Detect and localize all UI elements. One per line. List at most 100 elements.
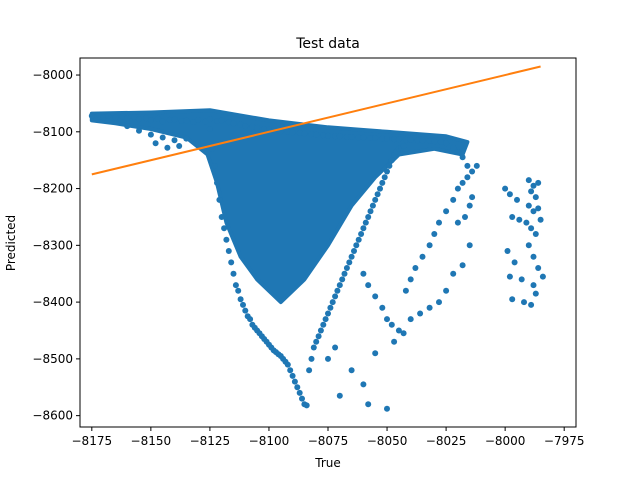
y-tick-label: −8600: [32, 409, 73, 423]
scatter-point: [443, 140, 450, 147]
scatter-point: [466, 202, 473, 209]
y-axis: −8000 −8100 −8200 −8300 −8400 −8500 −8600: [32, 68, 80, 423]
scatter-point: [400, 330, 407, 337]
scatter-point: [232, 282, 239, 289]
scatter-point: [419, 137, 426, 144]
scatter-point: [348, 133, 355, 140]
y-tick-label: −8000: [32, 68, 73, 82]
scatter-point: [473, 162, 480, 169]
scatter-point: [412, 265, 419, 271]
scatter-point: [230, 270, 237, 277]
scatter-point: [525, 177, 532, 184]
scatter-point: [325, 310, 331, 317]
scatter-point: [317, 327, 324, 334]
scatter-point: [431, 138, 438, 145]
scatter-point: [261, 126, 268, 132]
scatter-point: [454, 185, 461, 192]
scatter-point: [395, 327, 402, 334]
scatter-point: [525, 202, 532, 209]
scatter-point: [469, 168, 476, 175]
scatter-dense-region: [89, 108, 470, 305]
x-axis-title: True: [314, 456, 341, 470]
scatter-point: [348, 367, 355, 374]
scatter-point: [237, 296, 244, 303]
scatter-point: [532, 290, 539, 297]
scatter-point: [379, 304, 386, 311]
scatter-point: [206, 116, 213, 123]
scatter-point: [195, 140, 202, 147]
scatter-point: [209, 145, 216, 152]
scatter-point: [459, 179, 466, 186]
scatter-point: [325, 132, 331, 139]
scatter-point: [152, 140, 159, 147]
scatter-point: [176, 143, 183, 149]
x-tick-label: −8100: [249, 434, 290, 448]
scatter-point: [339, 276, 346, 283]
scatter-point: [402, 287, 409, 294]
scatter-point: [391, 338, 398, 345]
scatter-point: [230, 120, 237, 127]
scatter-point: [367, 208, 374, 215]
scatter-point: [372, 135, 379, 141]
scatter-point: [313, 338, 320, 345]
scatter-point: [183, 135, 190, 142]
scatter-point: [377, 185, 383, 192]
scatter-point: [289, 129, 296, 136]
scatter-point: [218, 117, 225, 124]
scatter-point: [362, 219, 369, 226]
scatter-point: [195, 116, 202, 123]
scatter-point: [343, 133, 350, 140]
scatter-point: [223, 236, 230, 243]
scatter-point: [516, 216, 523, 223]
scatter-point: [384, 135, 390, 142]
scatter-point: [190, 119, 197, 126]
scatter-point: [391, 136, 398, 143]
scatter-point: [353, 242, 360, 249]
scatter-point: [365, 282, 372, 289]
scatter-point: [388, 157, 395, 164]
scatter-point: [322, 316, 329, 323]
scatter-point: [320, 132, 327, 139]
scatter-point: [136, 116, 142, 123]
y-tick-label: −8200: [32, 182, 73, 196]
scatter-point: [459, 154, 466, 161]
scatter-point: [119, 113, 126, 120]
scatter-point: [341, 270, 348, 277]
scatter-point: [124, 115, 131, 122]
scatter-point: [431, 231, 438, 237]
scatter-point: [384, 316, 390, 323]
scatter-point: [450, 270, 457, 277]
scatter-point: [329, 299, 336, 306]
scatter-point: [240, 301, 246, 308]
scatter-point: [381, 174, 388, 181]
scatter-point: [178, 118, 185, 124]
x-axis: −8175 −8150 −8125 −8100 −8075 −8050 −8025 −8000…: [72, 427, 584, 448]
scatter-point: [528, 188, 535, 195]
scatter-point: [105, 112, 112, 119]
scatter-point: [95, 111, 102, 118]
scatter-point: [202, 118, 209, 125]
scatter-point: [159, 134, 166, 141]
scatter-point: [360, 134, 367, 141]
scatter-point: [327, 304, 334, 311]
scatter-point: [535, 265, 542, 271]
scatter-point: [214, 179, 220, 186]
scatter-point: [502, 185, 509, 192]
scatter-point: [438, 139, 445, 145]
scatter-point: [242, 307, 249, 314]
scatter-point: [506, 273, 513, 280]
scatter-point: [136, 127, 142, 134]
y-tick-label: −8300: [32, 238, 73, 252]
scatter-point: [206, 126, 213, 132]
scatter-point: [365, 214, 372, 220]
scatter-point: [336, 133, 343, 140]
scatter-point: [521, 299, 527, 306]
chart-title: Test data: [295, 36, 360, 52]
scatter-point: [332, 293, 339, 300]
scatter-point: [284, 128, 291, 135]
scatter-point: [518, 276, 525, 283]
scatter-point: [100, 114, 107, 121]
scatter-point: [535, 205, 542, 212]
scatter-point: [535, 179, 542, 186]
x-tick-label: −8050: [367, 434, 408, 448]
